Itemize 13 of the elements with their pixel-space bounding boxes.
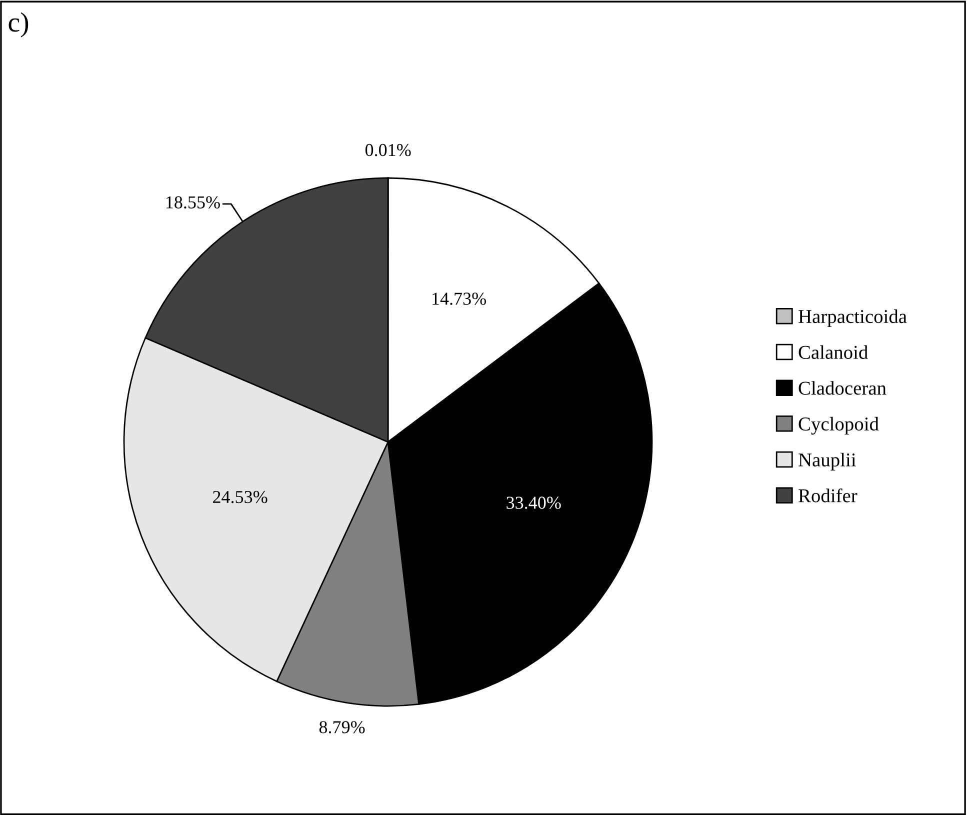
data-label: 8.79%: [319, 721, 365, 734]
legend-label: Calanoid: [798, 345, 868, 359]
data-label: 0.01%: [365, 144, 411, 156]
data-label: 24.53%: [213, 490, 268, 504]
data-label: 33.40%: [506, 496, 561, 509]
legend-label: Cyclopoid: [798, 416, 879, 435]
data-label: 14.73%: [432, 292, 486, 305]
data-label: 18.55%: [166, 196, 220, 209]
legend-label: Harpacticoida: [798, 309, 907, 328]
legend-label: Nauplii: [798, 452, 856, 470]
legend-label: Cladoceran: [798, 381, 886, 395]
legend-label: Rodifer: [798, 488, 858, 502]
chart-title: c): [8, 12, 28, 38]
